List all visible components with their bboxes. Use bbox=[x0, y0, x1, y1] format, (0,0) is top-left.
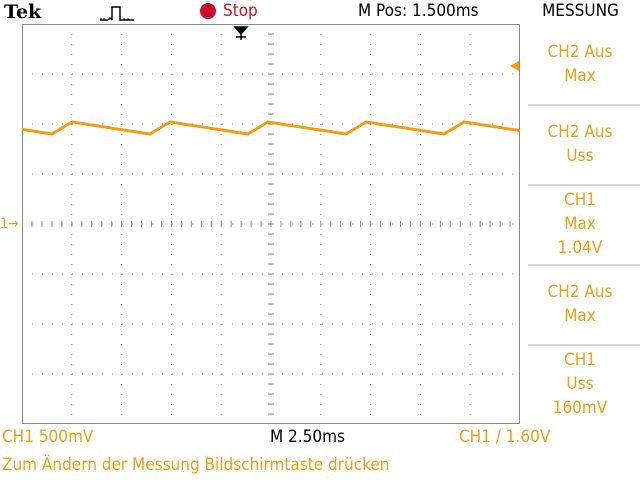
left-arrow-icon bbox=[510, 61, 519, 71]
measurement-slot-3[interactable]: CH1 Max 1.04V bbox=[520, 188, 640, 260]
graticule bbox=[22, 24, 520, 424]
measurement-type: Uss bbox=[566, 146, 594, 166]
measurement-value: 1.04V bbox=[557, 238, 603, 258]
measurement-label: CH2 Aus bbox=[547, 282, 613, 302]
measurement-type: Max bbox=[564, 214, 596, 234]
measurement-value: 160mV bbox=[552, 398, 608, 418]
pulse-icon bbox=[100, 6, 134, 21]
measurement-label: CH1 bbox=[564, 350, 596, 370]
measurement-slot-1[interactable]: CH2 Aus Max bbox=[520, 40, 640, 88]
measurement-type: Max bbox=[564, 66, 596, 86]
acquisition-status: Stop bbox=[223, 1, 258, 21]
measurement-slot-5[interactable]: CH1 Uss 160mV bbox=[520, 348, 640, 420]
down-arrow-icon bbox=[233, 26, 249, 40]
timebase-readout: M 2.50ms bbox=[270, 427, 345, 447]
measurement-label: CH2 Aus bbox=[547, 122, 613, 142]
measurement-type: Max bbox=[564, 306, 596, 326]
measurement-label: CH2 Aus bbox=[547, 42, 613, 62]
measurement-slot-2[interactable]: CH2 Aus Uss bbox=[520, 120, 640, 168]
measurement-slot-4[interactable]: CH2 Aus Max bbox=[520, 280, 640, 328]
ch1-scale-readout: CH1 500mV bbox=[2, 427, 94, 447]
stop-indicator-icon bbox=[200, 3, 216, 19]
measurement-label: CH1 bbox=[564, 190, 596, 210]
measurement-menu: CH2 Aus Max CH2 Aus Uss CH1 Max 1.04V CH… bbox=[520, 24, 640, 424]
waveform-display bbox=[22, 24, 520, 424]
horizontal-position-readout: M Pos: 1.500ms bbox=[358, 1, 479, 21]
help-message: Zum Ändern der Messung Bildschirmtaste d… bbox=[2, 455, 390, 475]
ch1-ground-marker: 1→ bbox=[0, 216, 19, 232]
brand-logo: Tek bbox=[4, 1, 42, 23]
menu-title: MESSUNG bbox=[542, 1, 619, 21]
trigger-readout: CH1 ∕ 1.60V bbox=[459, 427, 551, 447]
ch1-trace bbox=[22, 120, 520, 136]
measurement-type: Uss bbox=[566, 374, 594, 394]
